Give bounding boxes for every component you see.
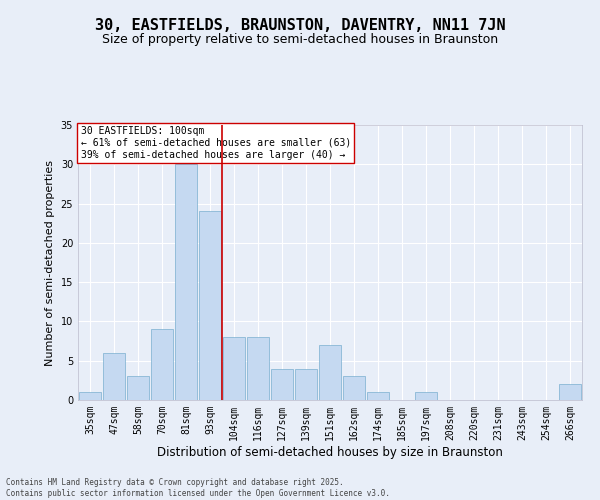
Bar [175,164,197,400]
Bar [271,368,293,400]
Text: Contains HM Land Registry data © Crown copyright and database right 2025.
Contai: Contains HM Land Registry data © Crown c… [6,478,390,498]
Bar [223,337,245,400]
Bar [295,368,317,400]
Text: 30 EASTFIELDS: 100sqm
← 61% of semi-detached houses are smaller (63)
39% of semi: 30 EASTFIELDS: 100sqm ← 61% of semi-deta… [80,126,351,160]
Bar [127,376,149,400]
X-axis label: Distribution of semi-detached houses by size in Braunston: Distribution of semi-detached houses by … [157,446,503,458]
Bar [151,330,173,400]
Bar [79,392,101,400]
Bar [199,212,221,400]
Y-axis label: Number of semi-detached properties: Number of semi-detached properties [45,160,55,366]
Bar [103,353,125,400]
Text: Size of property relative to semi-detached houses in Braunston: Size of property relative to semi-detach… [102,32,498,46]
Bar [559,384,581,400]
Text: 30, EASTFIELDS, BRAUNSTON, DAVENTRY, NN11 7JN: 30, EASTFIELDS, BRAUNSTON, DAVENTRY, NN1… [95,18,505,32]
Bar [343,376,365,400]
Bar [319,345,341,400]
Bar [247,337,269,400]
Bar [367,392,389,400]
Bar [415,392,437,400]
